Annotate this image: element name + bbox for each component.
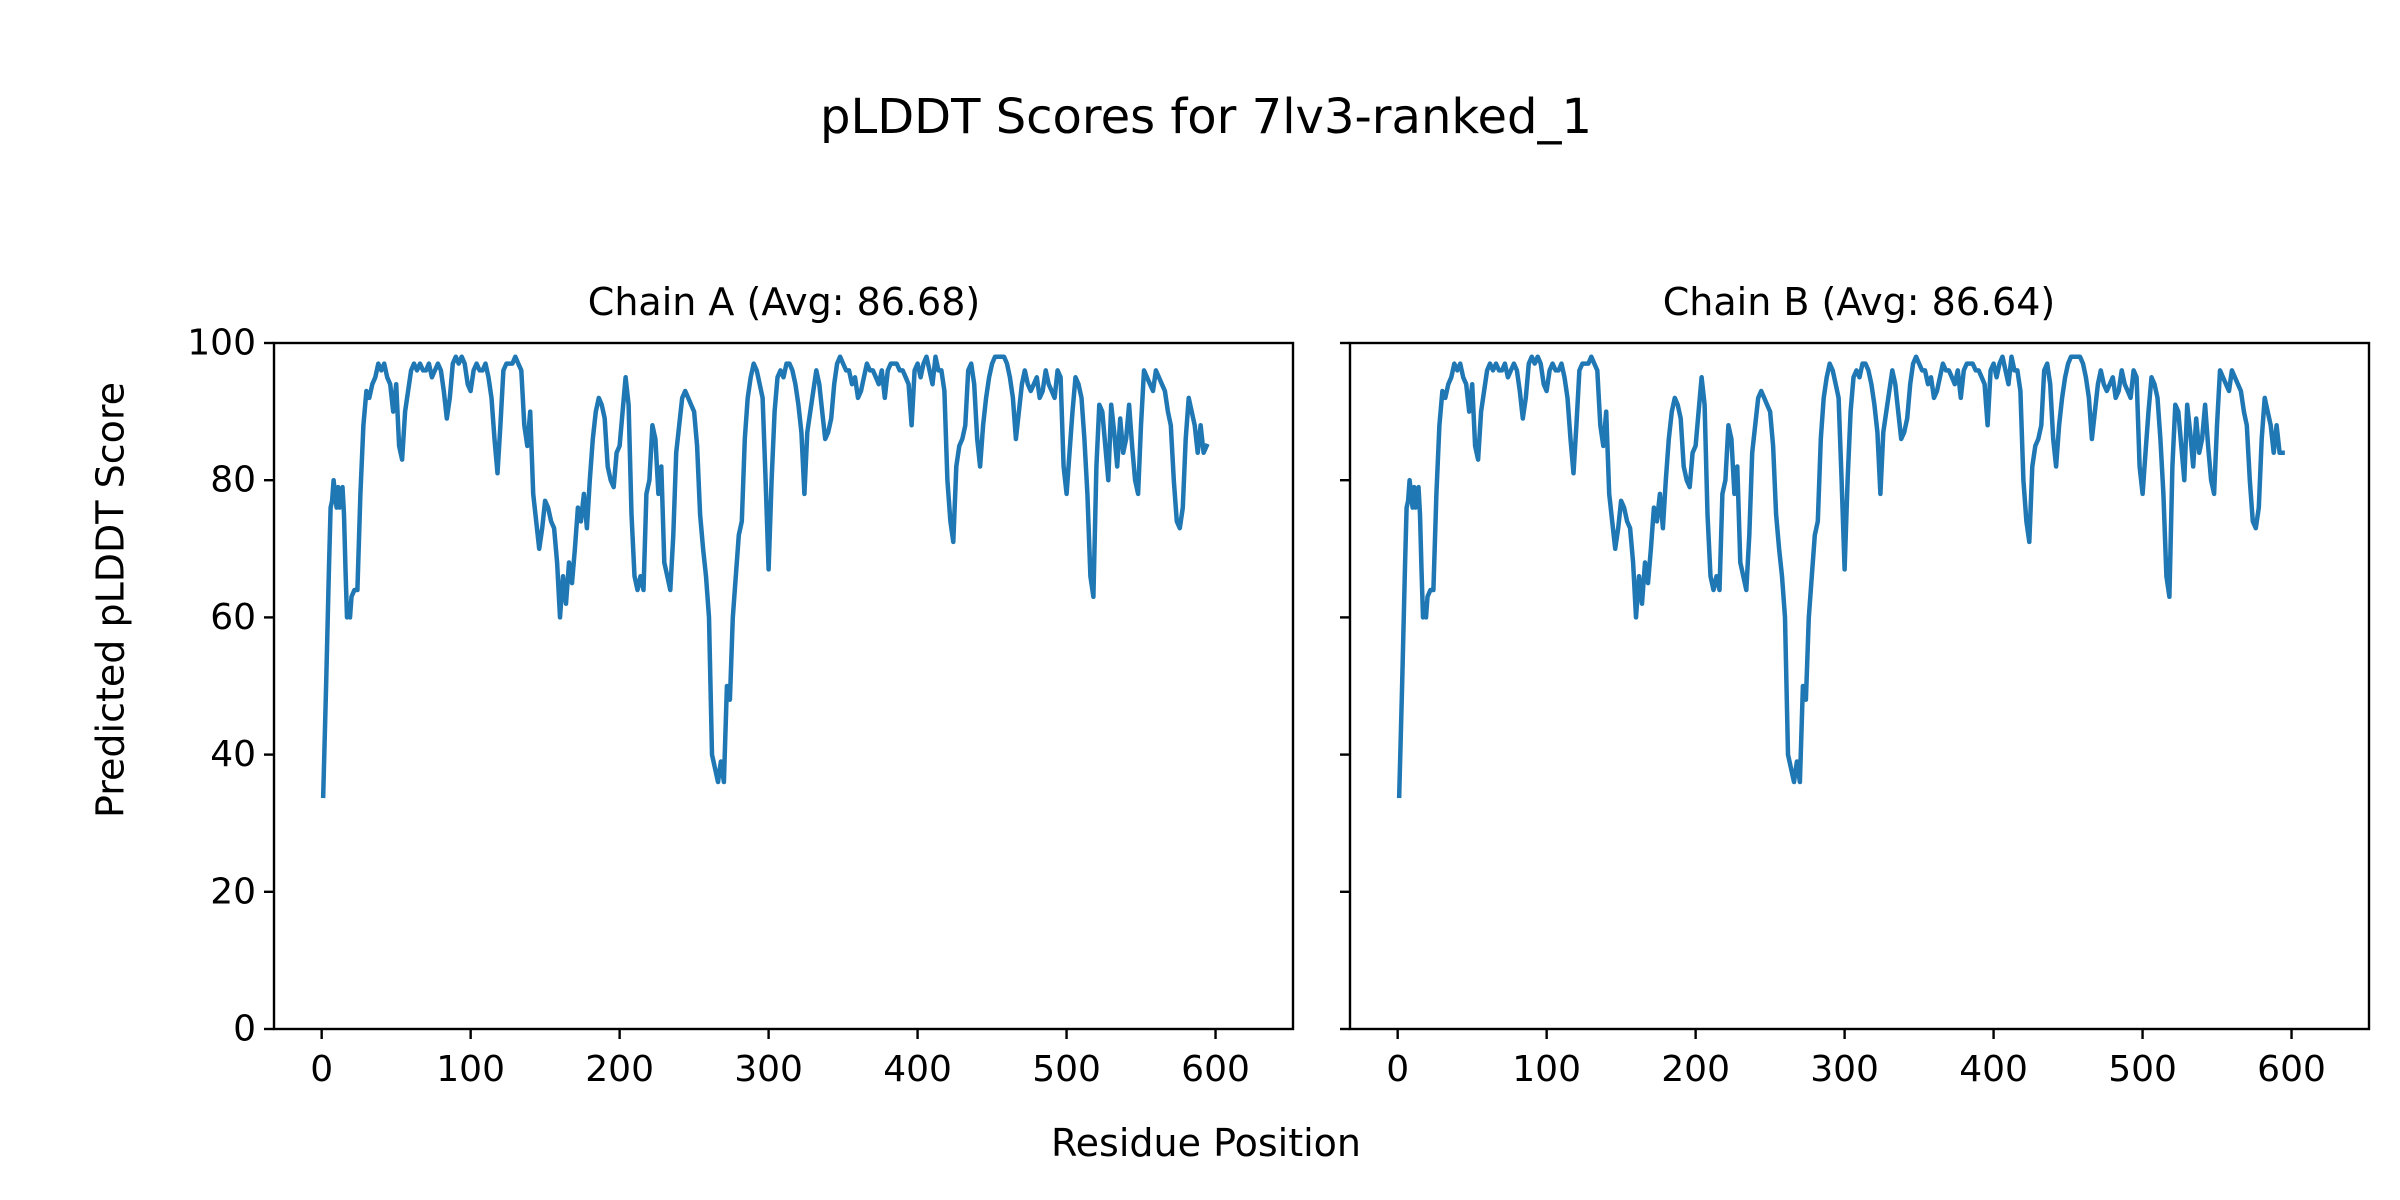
y-tick-label-80: 80 (210, 460, 256, 501)
y-axis-label: Predicted pLDDT Score (89, 382, 133, 818)
x-tick-label-chain-a-0: 0 (310, 1049, 333, 1090)
plddt-line-chain-a (320, 354, 1210, 799)
axis-ticks-chain-b: 0 100 200 300 400 500 600 (1340, 341, 2326, 1090)
x-axis-label: Residue Position (1051, 1121, 1361, 1165)
x-tick-label-chain-a-100: 100 (436, 1049, 505, 1090)
y-tick-label-40: 40 (210, 734, 256, 775)
x-tick-label-chain-a-600: 600 (1181, 1049, 1250, 1090)
y-tick-label-100: 100 (187, 323, 256, 364)
x-tick-label-chain-b-100: 100 (1512, 1049, 1581, 1090)
x-tick-label-chain-a-500: 500 (1032, 1049, 1101, 1090)
x-tick-label-chain-b-0: 0 (1386, 1049, 1409, 1090)
chart-panel-chain-b: Chain B (Avg: 86.64) 0 100 200 300 400 500 600 (1340, 280, 2371, 1090)
plot-frame-chain-b (1348, 341, 2371, 1031)
panel-title-chain-b: Chain B (Avg: 86.64) (1663, 280, 2055, 324)
axis-ticks-chain-a: 0 100 200 300 400 500 600 0 20 40 60 80 100 (187, 323, 1250, 1091)
figure-suptitle: pLDDT Scores for 7lv3-ranked_1 (820, 89, 1592, 145)
y-tick-label-60: 60 (210, 597, 256, 638)
chart-panel-chain-a: Chain A (Avg: 86.68) 0 100 200 300 400 500 600… (187, 280, 1295, 1091)
x-tick-label-chain-b-300: 300 (1810, 1049, 1879, 1090)
x-tick-label-chain-a-200: 200 (585, 1049, 654, 1090)
plddt-line-chain-b (1396, 354, 2285, 799)
x-tick-label-chain-b-600: 600 (2257, 1049, 2326, 1090)
y-tick-label-0: 0 (233, 1009, 256, 1050)
panel-title-chain-a: Chain A (Avg: 86.68) (588, 280, 980, 324)
x-tick-label-chain-b-400: 400 (1959, 1049, 2028, 1090)
x-tick-label-chain-a-300: 300 (734, 1049, 803, 1090)
plot-frame-chain-a (272, 341, 1295, 1031)
x-tick-label-chain-b-200: 200 (1661, 1049, 1730, 1090)
y-tick-label-20: 20 (210, 871, 256, 912)
x-tick-label-chain-b-500: 500 (2108, 1049, 2177, 1090)
x-tick-label-chain-a-400: 400 (883, 1049, 952, 1090)
